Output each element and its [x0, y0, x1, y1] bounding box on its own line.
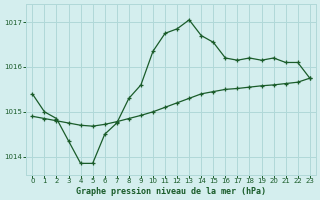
X-axis label: Graphe pression niveau de la mer (hPa): Graphe pression niveau de la mer (hPa) — [76, 187, 266, 196]
